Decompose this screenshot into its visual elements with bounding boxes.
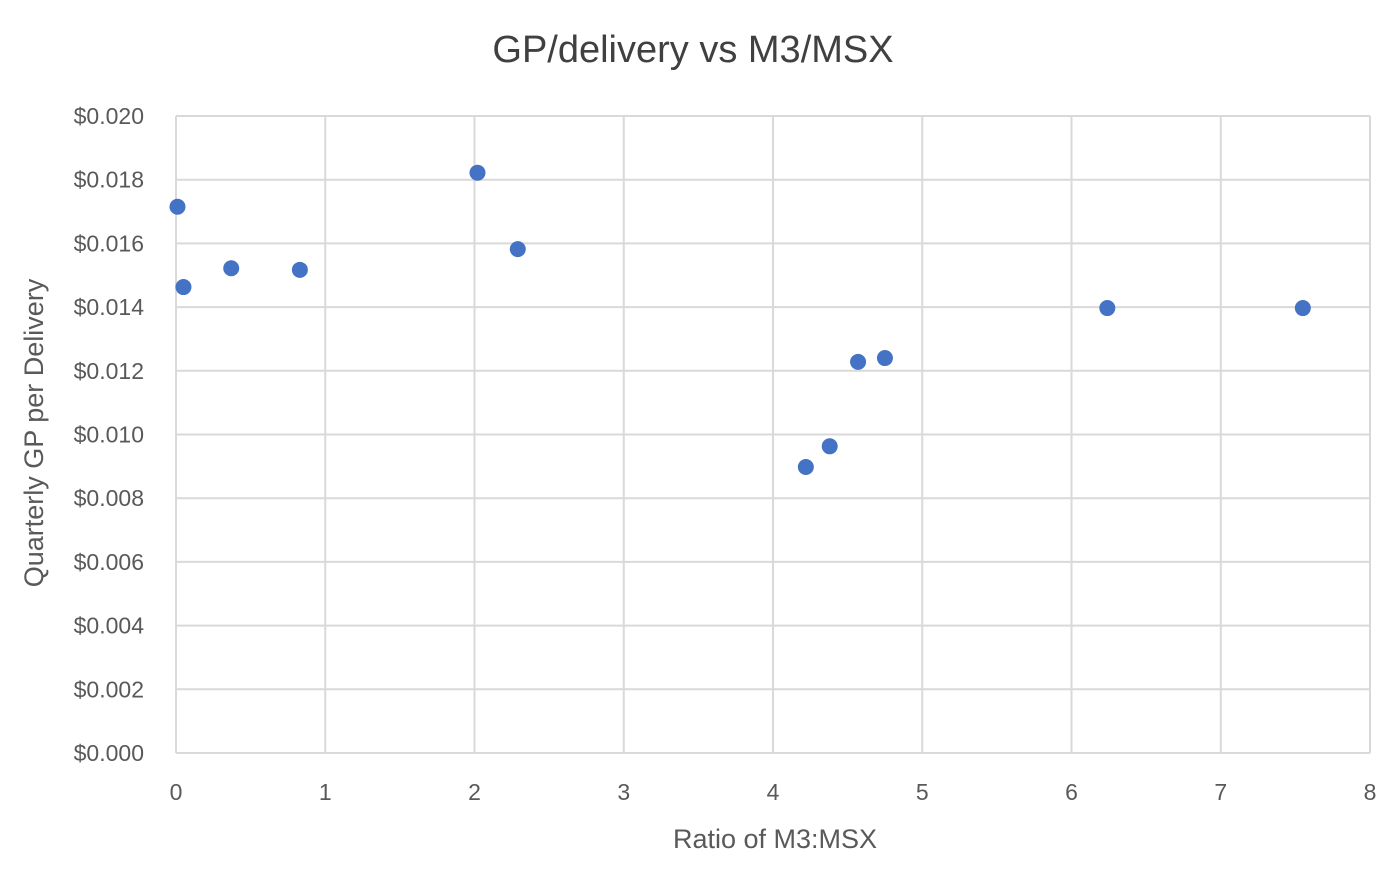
y-tick-label: $0.002: [74, 676, 144, 702]
data-point: [1099, 300, 1116, 317]
y-axis-ticks: $0.000 $0.002 $0.004 $0.006 $0.008 $0.010 $0.0…: [74, 103, 145, 766]
y-tick-label: $0.018: [74, 167, 144, 193]
y-tick-label: $0.014: [74, 294, 145, 320]
y-tick-label: $0.006: [74, 549, 144, 575]
y-tick-label: $0.000: [74, 740, 144, 766]
data-point: [850, 353, 867, 370]
x-axis-title: Ratio of M3:MSX: [673, 824, 877, 854]
y-tick-label: $0.020: [74, 103, 144, 129]
data-point: [509, 241, 526, 258]
data-point: [175, 279, 192, 296]
x-tick-label: 6: [1065, 779, 1078, 805]
x-tick-label: 4: [767, 779, 780, 805]
data-point: [223, 260, 240, 277]
x-tick-label: 3: [617, 779, 630, 805]
data-point: [821, 438, 838, 455]
y-tick-label: $0.004: [74, 613, 145, 639]
y-axis-title: Quarterly GP per Delivery: [19, 278, 49, 587]
y-tick-label: $0.012: [74, 358, 144, 384]
data-points: [169, 164, 1311, 475]
x-axis-ticks: 0 1 2 3 4 5 6 7 8: [170, 779, 1377, 805]
x-tick-label: 1: [319, 779, 332, 805]
gridlines: [175, 115, 1371, 754]
chart-title: GP/delivery vs M3/MSX: [492, 29, 893, 71]
y-tick-label: $0.010: [74, 422, 144, 448]
data-point: [291, 261, 308, 278]
data-point: [469, 164, 486, 181]
data-point: [169, 198, 186, 215]
y-tick-label: $0.016: [74, 230, 144, 256]
x-tick-label: 7: [1214, 779, 1227, 805]
x-tick-label: 2: [468, 779, 481, 805]
data-point: [876, 350, 893, 367]
y-tick-label: $0.008: [74, 485, 144, 511]
x-tick-label: 0: [170, 779, 183, 805]
data-point: [797, 458, 814, 475]
data-point: [1294, 300, 1311, 317]
x-tick-label: 5: [916, 779, 929, 805]
x-tick-label: 8: [1364, 779, 1377, 805]
